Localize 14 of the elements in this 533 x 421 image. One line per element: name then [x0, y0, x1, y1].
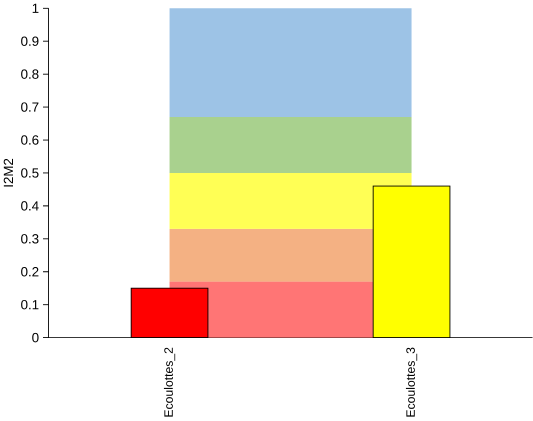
y-tick-label: 0.3 [21, 234, 39, 244]
y-tick-label: 0.9 [21, 36, 38, 46]
y-tick-label: 0.7 [21, 102, 38, 112]
y-tick-label: 1 [32, 4, 38, 13]
y-tick-label: 0.8 [21, 69, 39, 79]
y-axis-title: I2M2 [4, 158, 13, 186]
y-tick-label: 0.2 [21, 266, 38, 276]
x-tick-label: Ecoulottes_3 [406, 347, 418, 416]
y-tick-label: 0.4 [21, 201, 39, 210]
x-tick-label: Ecoulottes_2 [164, 348, 176, 416]
y-tick-label: 0 [32, 332, 39, 342]
y-tick-label: 0.6 [21, 135, 39, 145]
y-tick-label: 0.5 [21, 168, 39, 178]
y-tick-label: 0.1 [21, 300, 38, 310]
